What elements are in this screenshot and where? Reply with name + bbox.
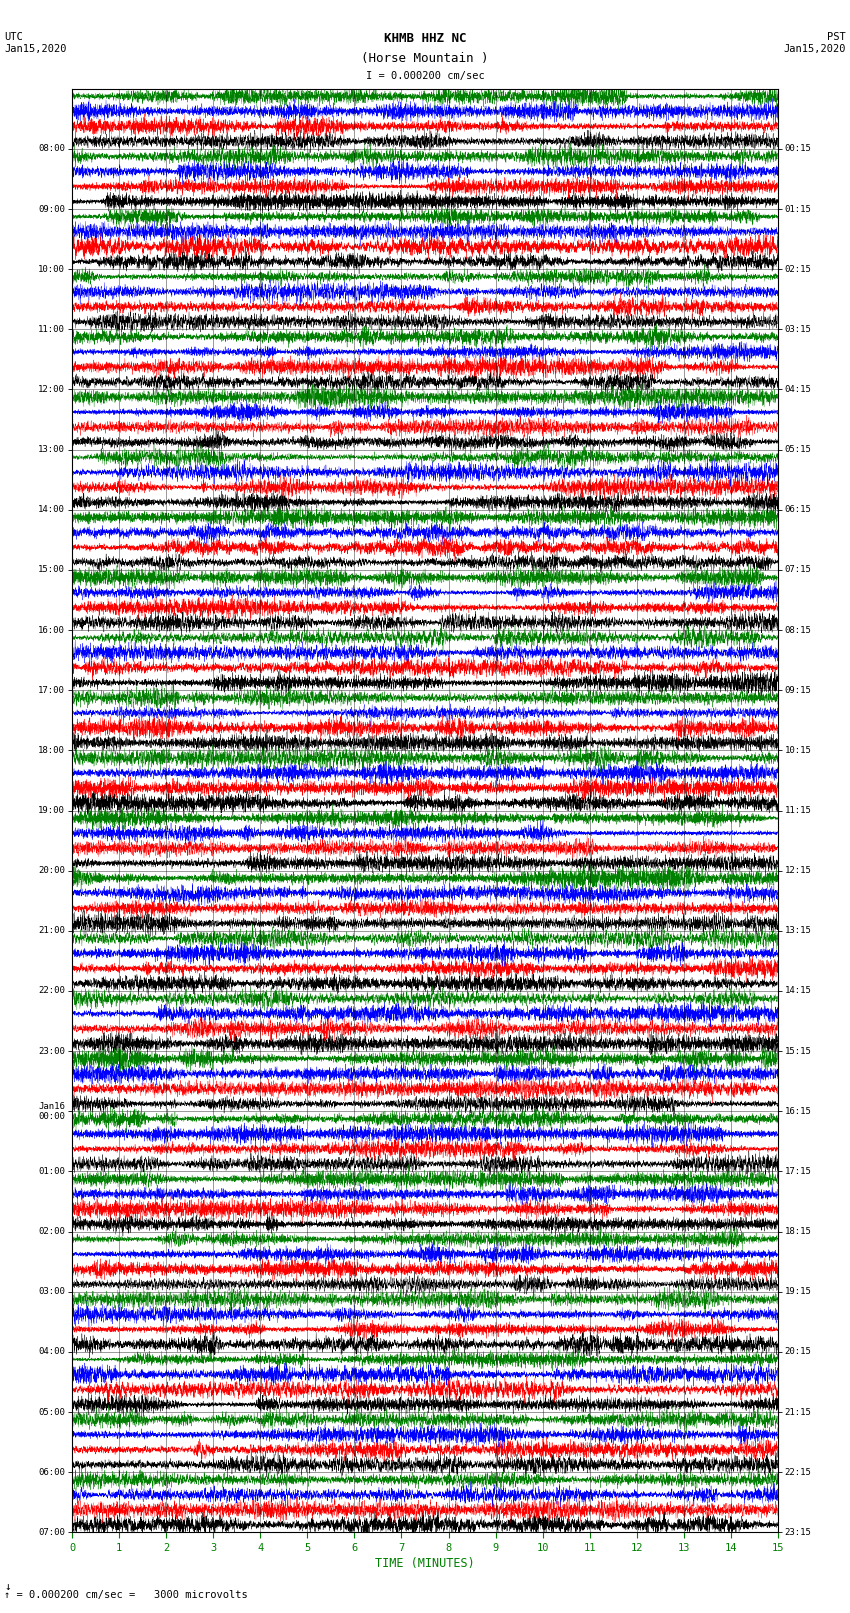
Text: 03:15: 03:15: [785, 324, 812, 334]
Text: 10:00: 10:00: [38, 265, 65, 274]
Text: 21:00: 21:00: [38, 926, 65, 936]
Text: 22:15: 22:15: [785, 1468, 812, 1476]
Text: 00:15: 00:15: [785, 145, 812, 153]
Text: (Horse Mountain ): (Horse Mountain ): [361, 52, 489, 65]
Text: 03:00: 03:00: [38, 1287, 65, 1297]
Text: 20:15: 20:15: [785, 1347, 812, 1357]
Text: 19:00: 19:00: [38, 806, 65, 815]
Text: 16:00: 16:00: [38, 626, 65, 634]
Text: 15:15: 15:15: [785, 1047, 812, 1055]
Text: 13:15: 13:15: [785, 926, 812, 936]
Text: 17:00: 17:00: [38, 686, 65, 695]
Text: 11:00: 11:00: [38, 324, 65, 334]
Text: 14:00: 14:00: [38, 505, 65, 515]
Text: ↑ = 0.000200 cm/sec =   3000 microvolts: ↑ = 0.000200 cm/sec = 3000 microvolts: [4, 1590, 248, 1600]
Text: KHMB HHZ NC: KHMB HHZ NC: [383, 32, 467, 45]
Text: 17:15: 17:15: [785, 1166, 812, 1176]
Text: 01:00: 01:00: [38, 1166, 65, 1176]
Text: 18:00: 18:00: [38, 745, 65, 755]
Text: 13:00: 13:00: [38, 445, 65, 455]
Text: PST
Jan15,2020: PST Jan15,2020: [783, 32, 846, 53]
Text: ↓: ↓: [4, 1582, 11, 1592]
Text: UTC
Jan15,2020: UTC Jan15,2020: [4, 32, 67, 53]
Text: 14:15: 14:15: [785, 987, 812, 995]
Text: 11:15: 11:15: [785, 806, 812, 815]
Text: 10:15: 10:15: [785, 745, 812, 755]
Text: 09:00: 09:00: [38, 205, 65, 213]
Text: 07:00: 07:00: [38, 1528, 65, 1537]
Text: 02:15: 02:15: [785, 265, 812, 274]
Text: 02:00: 02:00: [38, 1227, 65, 1236]
Text: 16:15: 16:15: [785, 1107, 812, 1116]
Text: 05:00: 05:00: [38, 1408, 65, 1416]
X-axis label: TIME (MINUTES): TIME (MINUTES): [375, 1557, 475, 1569]
Text: 12:15: 12:15: [785, 866, 812, 876]
Text: 04:00: 04:00: [38, 1347, 65, 1357]
Text: 12:00: 12:00: [38, 386, 65, 394]
Text: 23:00: 23:00: [38, 1047, 65, 1055]
Text: 23:15: 23:15: [785, 1528, 812, 1537]
Text: 01:15: 01:15: [785, 205, 812, 213]
Text: 18:15: 18:15: [785, 1227, 812, 1236]
Text: 05:15: 05:15: [785, 445, 812, 455]
Text: 08:15: 08:15: [785, 626, 812, 634]
Text: 22:00: 22:00: [38, 987, 65, 995]
Text: 06:15: 06:15: [785, 505, 812, 515]
Text: 21:15: 21:15: [785, 1408, 812, 1416]
Text: 06:00: 06:00: [38, 1468, 65, 1476]
Text: Jan16
00:00: Jan16 00:00: [38, 1102, 65, 1121]
Text: 08:00: 08:00: [38, 145, 65, 153]
Text: I = 0.000200 cm/sec: I = 0.000200 cm/sec: [366, 71, 484, 81]
Text: 19:15: 19:15: [785, 1287, 812, 1297]
Text: 15:00: 15:00: [38, 566, 65, 574]
Text: 04:15: 04:15: [785, 386, 812, 394]
Text: 07:15: 07:15: [785, 566, 812, 574]
Text: 20:00: 20:00: [38, 866, 65, 876]
Text: 09:15: 09:15: [785, 686, 812, 695]
